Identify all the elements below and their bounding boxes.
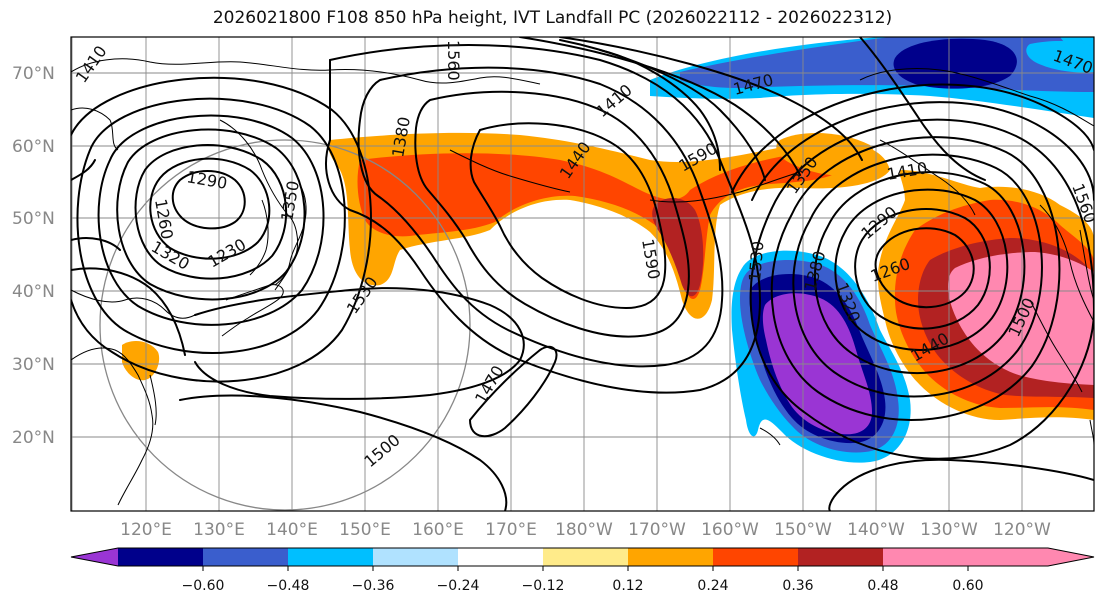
colorbar-tick-label: 0.12 [612,578,643,594]
lat-label: 50°N [12,209,55,229]
lat-label: 70°N [12,64,55,84]
colorbar-segment [798,548,883,566]
lat-label: 60°N [12,137,55,157]
colorbar-segment [203,548,288,566]
colorbar-tick-label: −0.48 [267,578,310,594]
latitude-labels: 70°N 60°N 50°N 40°N 30°N 20°N [12,64,55,448]
colorbar-segment [118,548,203,566]
colorbar-segment [288,548,373,566]
lon-label: 150°E [339,520,391,540]
lon-label: 160°W [701,520,759,540]
colorbar-tick-label: −0.12 [522,578,565,594]
map-border [70,36,1095,512]
colorbar-tick-label: −0.24 [437,578,480,594]
lon-label: 130°W [920,520,978,540]
colorbar-segment [713,548,798,566]
colorbar-tick-label: −0.36 [352,578,395,594]
lon-label: 120°E [120,520,172,540]
colorbar-segment [628,548,713,566]
lon-label: 160°E [412,520,464,540]
colorbar-extend-right [883,548,1094,566]
colorbar-ticks [202,566,969,571]
lon-label: 130°E [193,520,245,540]
longitude-labels: 120°E 130°E 140°E 150°E 160°E 170°E 180°… [120,520,1051,540]
colorbar-segment [373,548,458,566]
lon-label: 170°W [628,520,686,540]
colorbar-tick-label: −0.60 [182,578,225,594]
colorbar: −0.60 −0.48 −0.36 −0.24 −0.12 0.12 0.24 … [70,547,1095,594]
colorbar-tick-label: 0.24 [697,578,728,594]
lon-label: 170°E [485,520,537,540]
height-contours [71,37,1094,511]
lat-label: 20°N [12,428,55,448]
negative-shading-north [650,37,1094,118]
coastlines [71,58,1094,506]
colorbar-segment [543,548,628,566]
lon-label: 140°E [266,520,318,540]
colorbar-tick-labels: −0.60 −0.48 −0.36 −0.24 −0.12 0.12 0.24 … [182,578,984,594]
colorbar-extend-left [71,548,118,566]
lon-label: 180°W [555,520,613,540]
lat-label: 30°N [12,355,55,375]
colorbar-tick-label: 0.48 [867,578,898,594]
contour-label: 1530 [745,240,767,282]
colorbar-segment [458,548,543,566]
lon-label: 120°W [993,520,1051,540]
colorbar-outline [70,547,1095,567]
lon-label: 140°W [847,520,905,540]
colorbar-tick-label: 0.60 [952,578,983,594]
map-panel: 1410 1410 1470 1470 1380 1290 1260 1320 … [71,37,1094,511]
colorbar-tick-label: 0.36 [782,578,813,594]
range-circle [99,139,471,511]
contour-label: 1560 [444,40,463,81]
lon-label: 150°W [774,520,832,540]
lat-label: 40°N [12,282,55,302]
map-title: 2026021800 F108 850 hPa height, IVT Land… [212,8,893,28]
